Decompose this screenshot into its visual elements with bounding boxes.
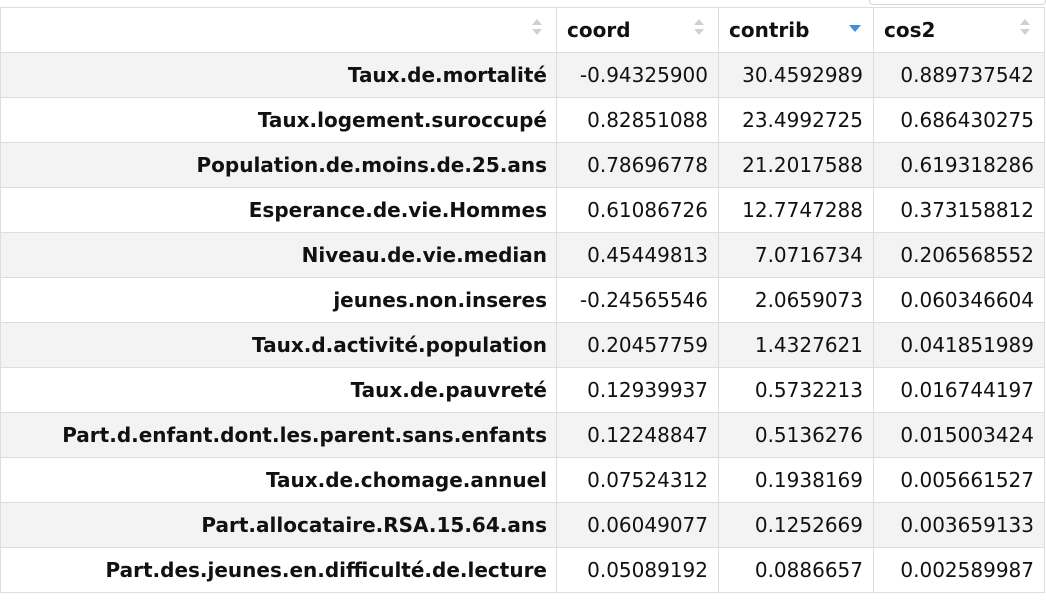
column-header-contrib[interactable]: contrib <box>718 7 874 53</box>
row-name-cell: Taux.de.pauvreté <box>0 367 557 413</box>
column-header-label: coord <box>567 18 631 42</box>
cos2-cell: 0.041851989 <box>873 322 1045 368</box>
sort-both-icon <box>532 18 542 40</box>
cos2-cell: 0.005661527 <box>873 457 1045 503</box>
column-header-label: cos2 <box>884 18 936 42</box>
contrib-cell: 7.0716734 <box>718 232 874 278</box>
table-row[interactable]: Part.des.jeunes.en.difficulté.de.lecture… <box>0 547 1045 593</box>
coord-cell: 0.20457759 <box>556 322 719 368</box>
contrib-cell: 0.5136276 <box>718 412 874 458</box>
coord-cell: 0.61086726 <box>556 187 719 233</box>
contrib-cell: 0.1252669 <box>718 502 874 548</box>
row-name-cell: Taux.de.chomage.annuel <box>0 457 557 503</box>
coord-cell: 0.12939937 <box>556 367 719 413</box>
sort-both-icon <box>694 18 704 40</box>
table-row[interactable]: jeunes.non.inseres -0.24565546 2.0659073 0.… <box>0 277 1045 323</box>
column-header-coord[interactable]: coord <box>556 7 719 53</box>
data-table: coord contrib cos2 Taux.de.mortalité -0.9… <box>0 7 1045 593</box>
row-name-cell: Niveau.de.vie.median <box>0 232 557 278</box>
column-header-rownames[interactable] <box>0 7 557 53</box>
contrib-cell: 0.5732213 <box>718 367 874 413</box>
sort-both-icon <box>1020 18 1030 40</box>
data-table-container: coord contrib cos2 Taux.de.mortalité -0.9… <box>0 7 1046 593</box>
table-row[interactable]: Taux.d.activité.population 0.20457759 1.43… <box>0 322 1045 368</box>
table-row[interactable]: Niveau.de.vie.median 0.45449813 7.0716734 0… <box>0 232 1045 278</box>
table-row[interactable]: Taux.de.chomage.annuel 0.07524312 0.193816… <box>0 457 1045 503</box>
contrib-cell: 0.1938169 <box>718 457 874 503</box>
row-name-cell: Taux.d.activité.population <box>0 322 557 368</box>
row-name-cell: Taux.logement.suroccupé <box>0 97 557 143</box>
coord-cell: 0.78696778 <box>556 142 719 188</box>
coord-cell: 0.82851088 <box>556 97 719 143</box>
row-name-cell: Part.des.jeunes.en.difficulté.de.lecture <box>0 547 557 593</box>
cos2-cell: 0.686430275 <box>873 97 1045 143</box>
row-name-cell: jeunes.non.inseres <box>0 277 557 323</box>
cos2-cell: 0.889737542 <box>873 52 1045 98</box>
coord-cell: 0.07524312 <box>556 457 719 503</box>
contrib-cell: 0.0886657 <box>718 547 874 593</box>
table-row[interactable]: Esperance.de.vie.Hommes 0.61086726 12.7747… <box>0 187 1045 233</box>
table-row[interactable]: Taux.logement.suroccupé 0.82851088 23.4992… <box>0 97 1045 143</box>
row-name-cell: Population.de.moins.de.25.ans <box>0 142 557 188</box>
contrib-cell: 2.0659073 <box>718 277 874 323</box>
table-row[interactable]: Taux.de.mortalité -0.94325900 30.4592989 0.… <box>0 52 1045 98</box>
table-body: Taux.de.mortalité -0.94325900 30.4592989 0.… <box>0 52 1045 593</box>
coord-cell: 0.05089192 <box>556 547 719 593</box>
coord-cell: 0.06049077 <box>556 502 719 548</box>
contrib-cell: 1.4327621 <box>718 322 874 368</box>
cos2-cell: 0.060346604 <box>873 277 1045 323</box>
row-name-cell: Esperance.de.vie.Hommes <box>0 187 557 233</box>
cos2-cell: 0.206568552 <box>873 232 1045 278</box>
column-header-label: contrib <box>729 18 810 42</box>
cos2-cell: 0.016744197 <box>873 367 1045 413</box>
row-name-cell: Taux.de.mortalité <box>0 52 557 98</box>
cos2-cell: 0.003659133 <box>873 502 1045 548</box>
coord-cell: 0.12248847 <box>556 412 719 458</box>
contrib-cell: 21.2017588 <box>718 142 874 188</box>
cropped-control-edge <box>869 0 1046 5</box>
cos2-cell: 0.015003424 <box>873 412 1045 458</box>
column-header-cos2[interactable]: cos2 <box>873 7 1045 53</box>
header-row: coord contrib cos2 <box>0 7 1045 53</box>
cos2-cell: 0.619318286 <box>873 142 1045 188</box>
row-name-cell: Part.d.enfant.dont.les.parent.sans.enfan… <box>0 412 557 458</box>
contrib-cell: 23.4992725 <box>718 97 874 143</box>
cos2-cell: 0.002589987 <box>873 547 1045 593</box>
table-row[interactable]: Part.d.enfant.dont.les.parent.sans.enfan… <box>0 412 1045 458</box>
coord-cell: 0.45449813 <box>556 232 719 278</box>
row-name-cell: Part.allocataire.RSA.15.64.ans <box>0 502 557 548</box>
coord-cell: -0.24565546 <box>556 277 719 323</box>
sort-descending-icon <box>849 18 861 40</box>
table-row[interactable]: Taux.de.pauvreté 0.12939937 0.5732213 0.016… <box>0 367 1045 413</box>
table-row[interactable]: Part.allocataire.RSA.15.64.ans 0.06049077… <box>0 502 1045 548</box>
coord-cell: -0.94325900 <box>556 52 719 98</box>
table-row[interactable]: Population.de.moins.de.25.ans 0.78696778 2… <box>0 142 1045 188</box>
contrib-cell: 12.7747288 <box>718 187 874 233</box>
contrib-cell: 30.4592989 <box>718 52 874 98</box>
cos2-cell: 0.373158812 <box>873 187 1045 233</box>
